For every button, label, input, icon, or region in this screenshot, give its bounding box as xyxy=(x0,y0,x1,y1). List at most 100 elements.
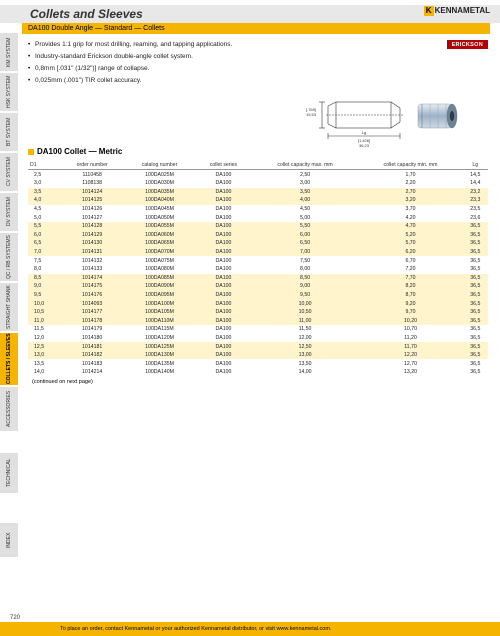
sidebar-tab: HSK SYSTEM xyxy=(0,73,18,111)
table-cell: 100DA125M xyxy=(124,342,196,351)
table-cell: 5,70 xyxy=(358,239,462,248)
brand-logo-icon: K xyxy=(424,6,434,16)
dim-lg: Lg xyxy=(362,130,366,135)
table-cell: DA100 xyxy=(195,359,251,368)
dim-height-bot: 19,53 xyxy=(306,112,317,117)
footer-bar: To place an order, contact Kennametal or… xyxy=(0,622,500,636)
sidebar-tab: KM SYSTEM xyxy=(0,33,18,71)
table-row: 3,51014124100DA035MDA1003,502,7023,2 xyxy=(28,188,488,197)
table-cell: 10,20 xyxy=(358,316,462,325)
table-col-header: collet series xyxy=(195,160,251,170)
table-row: 7,51014132100DA075MDA1007,506,7036,5 xyxy=(28,256,488,265)
sidebar-tab: STRAIGHT SHANK xyxy=(0,283,18,331)
section-bar: DA100 Double Angle — Standard — Collets xyxy=(22,23,490,34)
table-cell: 36,5 xyxy=(463,359,488,368)
table-cell: 12,70 xyxy=(358,359,462,368)
table-row: 3,01108138100DA030MDA1003,002,2014,4 xyxy=(28,179,488,188)
table-cell: 1014179 xyxy=(61,325,124,334)
table-cell: 6,70 xyxy=(358,256,462,265)
table-header-row: D1order numbercatalog numbercollet serie… xyxy=(28,160,488,170)
table-cell: 2,20 xyxy=(358,179,462,188)
table-cell: DA100 xyxy=(195,342,251,351)
table-cell: 36,5 xyxy=(463,308,488,317)
table-cell: 4,5 xyxy=(28,205,61,214)
table-row: 4,51014126100DA045MDA1004,503,7023,5 xyxy=(28,205,488,214)
continued-note: (continued on next page) xyxy=(28,379,488,385)
table-cell: 100DA090M xyxy=(124,282,196,291)
sidebar-tab: TECHNICAL xyxy=(0,453,18,493)
table-cell: 36,5 xyxy=(463,248,488,257)
table-cell: 3,0 xyxy=(28,179,61,188)
table-cell: 8,70 xyxy=(358,291,462,300)
table-cell: 1014131 xyxy=(61,248,124,257)
table-cell: 100DA040M xyxy=(124,196,196,205)
table-cell: 2,70 xyxy=(358,188,462,197)
feature-bullet: 0,8mm [.031" (1/32")] range of collapse. xyxy=(28,64,248,73)
brand-logo: KKENNAMETAL xyxy=(424,6,490,16)
table-cell: 100DA100M xyxy=(124,299,196,308)
table-cell: DA100 xyxy=(195,291,251,300)
table-cell: DA100 xyxy=(195,179,251,188)
table-cell: 4,00 xyxy=(252,196,359,205)
table-cell: 100DA085M xyxy=(124,274,196,283)
table-cell: 6,5 xyxy=(28,239,61,248)
table-cell: 12,20 xyxy=(358,351,462,360)
table-cell: DA100 xyxy=(195,256,251,265)
table-row: 9,51014176100DA095MDA1009,508,7036,5 xyxy=(28,291,488,300)
table-cell: 1014126 xyxy=(61,205,124,214)
table-cell: 36,5 xyxy=(463,316,488,325)
table-cell: DA100 xyxy=(195,222,251,231)
table-row: 6,51014130100DA065MDA1006,505,7036,5 xyxy=(28,239,488,248)
table-cell: 2,5 xyxy=(28,170,61,179)
table-title-text: DA100 Collet — Metric xyxy=(37,147,122,156)
table-cell: 12,0 xyxy=(28,334,61,343)
table-cell: DA100 xyxy=(195,265,251,274)
table-cell: DA100 xyxy=(195,308,251,317)
table-cell: 36,5 xyxy=(463,342,488,351)
collet-table: D1order numbercatalog numbercollet serie… xyxy=(28,160,488,376)
table-cell: 5,0 xyxy=(28,213,61,222)
table-cell: DA100 xyxy=(195,231,251,240)
table-cell: 100DA055M xyxy=(124,222,196,231)
table-cell: 8,50 xyxy=(252,274,359,283)
table-cell: 10,50 xyxy=(252,308,359,317)
table-cell: 14,4 xyxy=(463,179,488,188)
table-cell: DA100 xyxy=(195,170,251,179)
table-cell: 13,0 xyxy=(28,351,61,360)
table-cell: 4,0 xyxy=(28,196,61,205)
table-cell: DA100 xyxy=(195,239,251,248)
table-cell: 3,70 xyxy=(358,205,462,214)
table-cell: 36,5 xyxy=(463,265,488,274)
table-cell: 36,5 xyxy=(463,325,488,334)
table-cell: DA100 xyxy=(195,213,251,222)
page-title: Collets and Sleeves xyxy=(30,7,143,21)
table-cell: 6,50 xyxy=(252,239,359,248)
table-cell: 7,0 xyxy=(28,248,61,257)
table-cell: 1014174 xyxy=(61,274,124,283)
table-row: 11,51014179100DA115MDA10011,5010,7036,5 xyxy=(28,325,488,334)
table-cell: 23,5 xyxy=(463,205,488,214)
table-cell: 1,70 xyxy=(358,170,462,179)
table-cell: 14,5 xyxy=(463,170,488,179)
table-cell: 1014176 xyxy=(61,291,124,300)
table-cell: 36,5 xyxy=(463,282,488,291)
table-row: 8,51014174100DA085MDA1008,507,7036,5 xyxy=(28,274,488,283)
table-cell: 36,5 xyxy=(463,222,488,231)
sidebar-tab: BT SYSTEM xyxy=(0,113,18,151)
table-cell: 11,0 xyxy=(28,316,61,325)
table-cell: 100DA050M xyxy=(124,213,196,222)
table-col-header: collet capacity max. mm xyxy=(252,160,359,170)
table-cell: 7,20 xyxy=(358,265,462,274)
table-cell: 100DA120M xyxy=(124,334,196,343)
table-cell: 36,5 xyxy=(463,239,488,248)
table-cell: 8,00 xyxy=(252,265,359,274)
table-cell: 13,5 xyxy=(28,359,61,368)
table-cell: DA100 xyxy=(195,282,251,291)
table-cell: 5,00 xyxy=(252,213,359,222)
table-cell: 6,00 xyxy=(252,231,359,240)
table-cell: 36,5 xyxy=(463,351,488,360)
sidebar-tab: QC / RB SYSTEMS xyxy=(0,233,18,281)
table-cell: 5,20 xyxy=(358,231,462,240)
table-cell: DA100 xyxy=(195,368,251,377)
table-cell: 1014129 xyxy=(61,231,124,240)
